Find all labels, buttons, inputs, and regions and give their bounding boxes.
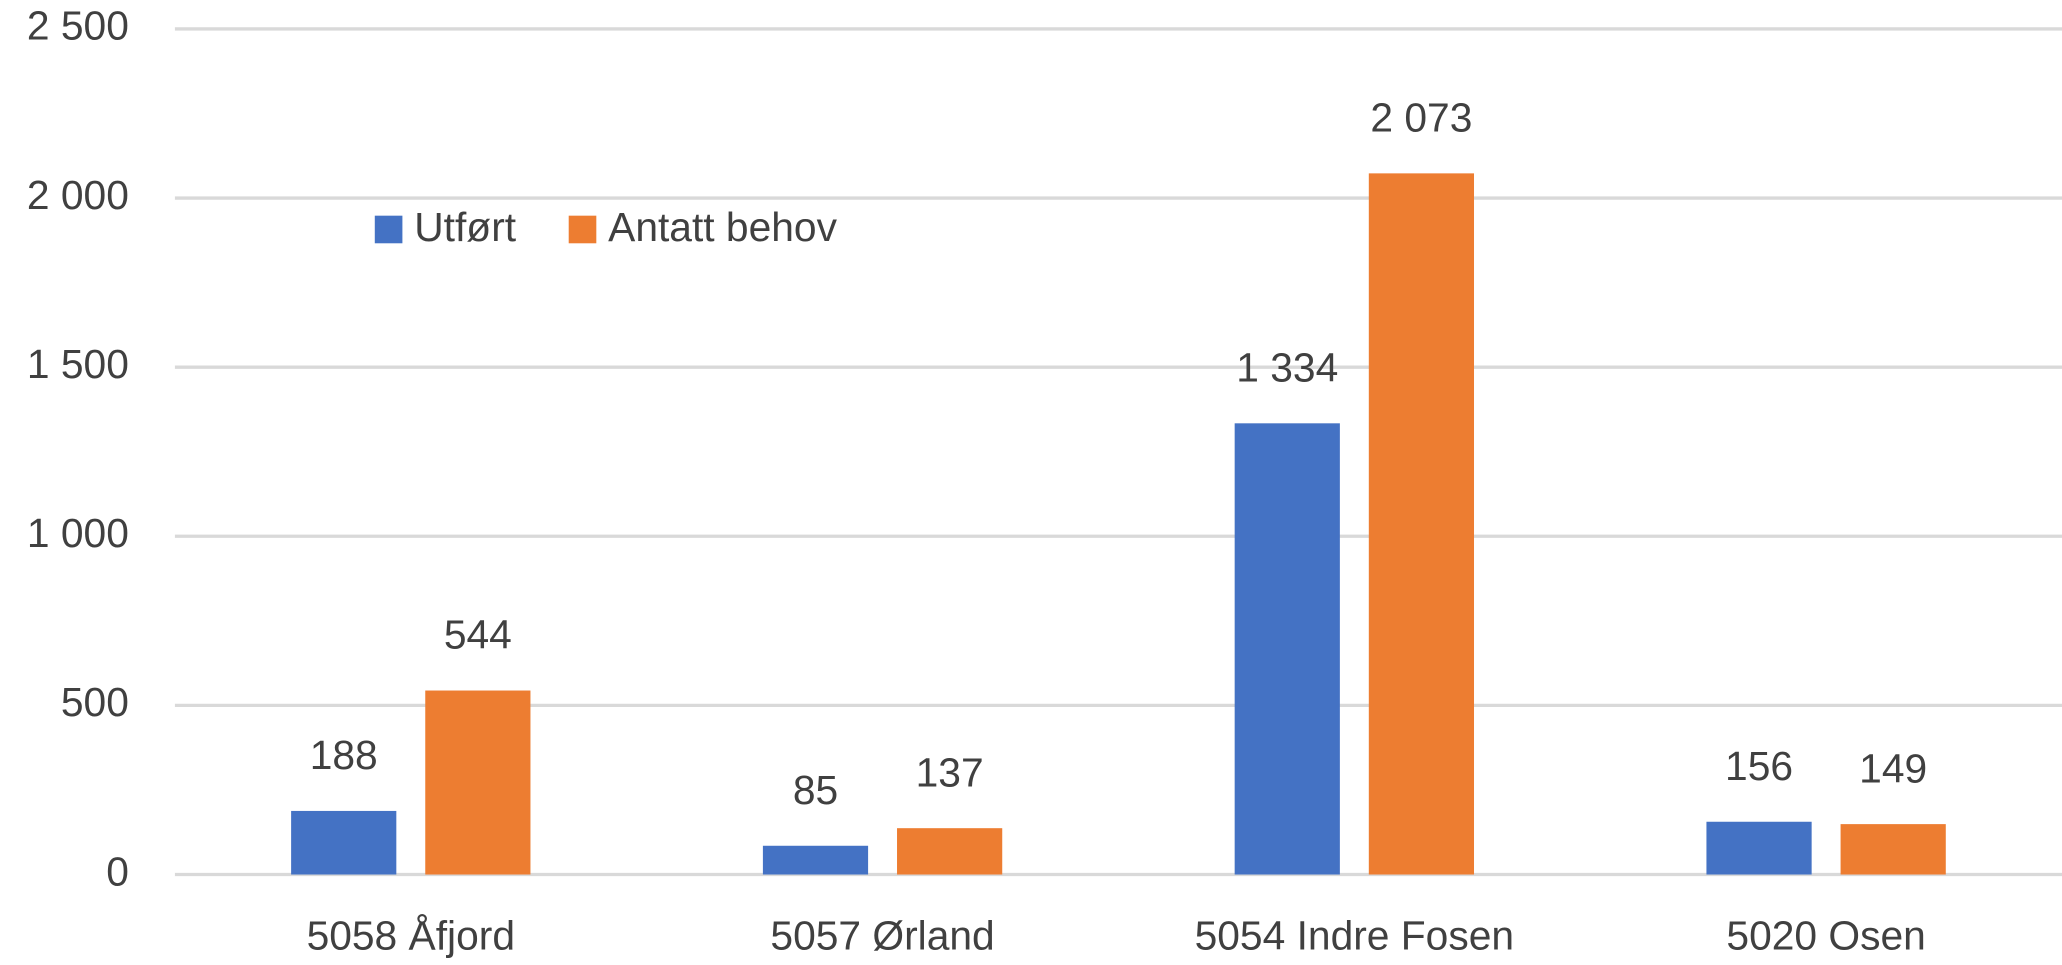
legend-swatch (568, 215, 597, 244)
bar (1234, 423, 1340, 875)
bar (425, 690, 531, 875)
y-tick-label: 0 (106, 848, 129, 894)
data-label: 85 (793, 767, 838, 813)
bar (291, 810, 397, 875)
legend-label: Antatt behov (608, 204, 837, 250)
bar (1706, 821, 1812, 875)
bar (762, 845, 869, 875)
data-label: 149 (1859, 745, 1927, 791)
bar (897, 828, 1003, 875)
x-tick-label: 5054 Indre Fosen (1195, 913, 1514, 959)
y-tick-label: 2 500 (27, 3, 129, 49)
y-tick-label: 1 000 (27, 510, 129, 556)
legend-label: Utført (414, 204, 517, 250)
bar (1840, 824, 1946, 875)
bar (1368, 173, 1475, 875)
y-tick-label: 1 500 (27, 341, 129, 387)
data-label: 544 (444, 612, 512, 658)
legend-swatch (374, 215, 403, 244)
y-tick-label: 500 (61, 679, 129, 725)
x-tick-label: 5058 Åfjord (307, 913, 515, 959)
data-label: 137 (916, 749, 984, 795)
data-label: 188 (310, 732, 378, 778)
x-tick-label: 5020 Osen (1726, 913, 1925, 959)
data-label: 2 073 (1370, 95, 1472, 141)
y-tick-label: 2 000 (27, 172, 129, 218)
x-tick-label: 5057 Ørland (770, 913, 994, 959)
data-label: 1 334 (1236, 344, 1338, 390)
data-label: 156 (1725, 743, 1793, 789)
